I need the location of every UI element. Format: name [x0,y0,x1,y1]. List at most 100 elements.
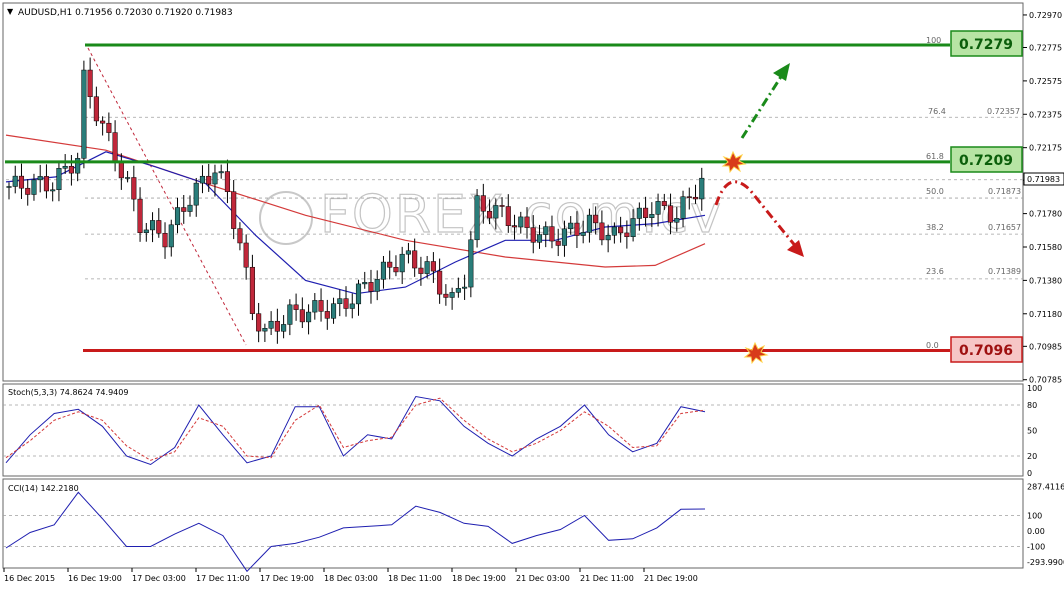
candle-body [174,207,181,226]
candle-body [268,320,274,329]
candle-body [692,196,699,200]
candle-body [487,210,493,219]
cci-level-label: -100 [1027,543,1045,552]
candle-body [636,207,642,219]
candle-body [655,201,661,215]
level-box-top [950,30,1023,57]
candle-body [18,175,25,189]
symbol-dropdown-icon[interactable]: ▼ [7,7,14,16]
candle-body [125,177,131,179]
price-tick-label: 0.71380 [1029,276,1062,285]
candle-body [362,282,368,285]
time-tick-label: 17 Dec 03:00 [132,574,186,583]
candle-body [505,206,511,226]
candle-body [518,216,524,228]
candle-body [31,179,37,195]
price-tick-label: 0.70785 [1029,376,1062,385]
candle-body [668,205,674,223]
time-tick-label: 21 Dec 03:00 [516,574,570,583]
price-tick-label: 0.71580 [1029,243,1062,252]
watermark: FOREX.com.cv [320,185,723,245]
candle-body [137,198,143,233]
candle-body [399,253,405,273]
candle-body [293,304,299,310]
time-tick-label: 21 Dec 11:00 [580,574,634,583]
candle-body [112,132,118,163]
candle-body [330,303,337,319]
candle-body [474,195,480,241]
level-label-support: 0.7096 [959,343,1013,359]
cci-level-label: 287.4116 [1027,482,1064,491]
time-tick-label: 17 Dec 11:00 [196,574,250,583]
candle-body [168,224,174,248]
support-resistance-lines [5,43,950,352]
candle-body [118,161,124,179]
candle-body [256,313,262,332]
price-tick-label: 0.71780 [1029,210,1062,219]
candle-body [530,227,536,243]
time-tick-label: 16 Dec 2015 [4,574,55,583]
candle-body [418,267,424,274]
fib-trend-line [87,47,247,346]
candle-body [412,250,418,269]
level-box-mid [950,146,1023,173]
level-box-support [950,336,1023,363]
candle-body [206,175,212,185]
candle-body [443,293,449,298]
current-price-label: 0.71983 [1027,175,1060,184]
cci-level-label: 100 [1027,512,1042,521]
candle-body [312,300,318,313]
stochastic-panel [2,383,1024,477]
fib-level-38: 38.2 [926,223,944,232]
candle-body [274,320,280,332]
price-axis: 0.72970 0.72775 0.72575 0.72375 0.72175 0.719… [1023,11,1062,385]
fib-price-38: 0.71657 [988,223,1021,232]
support-burst-icon [743,341,769,365]
candle-body [262,328,268,332]
current-price-box [1023,172,1064,186]
time-tick-label: 21 Dec 19:00 [644,574,698,583]
candle-body [199,175,206,184]
candle-body [511,225,518,228]
fib-price-50: 0.71873 [988,187,1021,196]
time-tick-label: 16 Dec 19:00 [68,574,122,583]
fib-level-100: 100 [926,36,941,45]
main-price-panel [2,2,1024,382]
price-tick-label: 0.72970 [1029,11,1062,20]
candle-body [287,304,293,325]
level-label-top: 0.7279 [959,37,1013,53]
candlesticks [6,57,705,344]
candle-body [424,261,430,274]
fib-price-76: 0.72357 [987,107,1020,116]
candle-body [355,283,362,305]
candle-body [449,292,455,298]
stochastic-level-label: 20 [1027,452,1037,461]
candle-body [605,235,611,241]
candle-body [561,228,568,246]
candle-body [237,228,243,244]
candle-body [156,220,162,234]
candle-body [6,186,12,188]
cci-levels: 287.4116 100 0.00 -100 -293.9900 [3,482,1064,567]
watermark-disc [259,191,313,245]
candle-body [131,177,137,200]
price-tick-label: 0.72375 [1029,110,1062,119]
candle-body [212,172,218,185]
fib-level-23: 23.6 [926,267,944,276]
level-label-mid: 0.7209 [959,153,1013,169]
candle-body [231,191,237,229]
candle-body [599,222,605,241]
candle-body [455,288,461,293]
candle-body [37,176,43,181]
candle-body [430,261,436,272]
candle-body [699,177,705,200]
candle-body [661,201,667,206]
candle-body [50,189,56,192]
fib-price-23: 0.71389 [988,267,1021,276]
candle-body [181,207,187,212]
candle-body [68,165,74,174]
cci-line [5,491,706,573]
candle-body [93,96,99,122]
candle-body [143,229,149,233]
candle-body [337,298,343,304]
